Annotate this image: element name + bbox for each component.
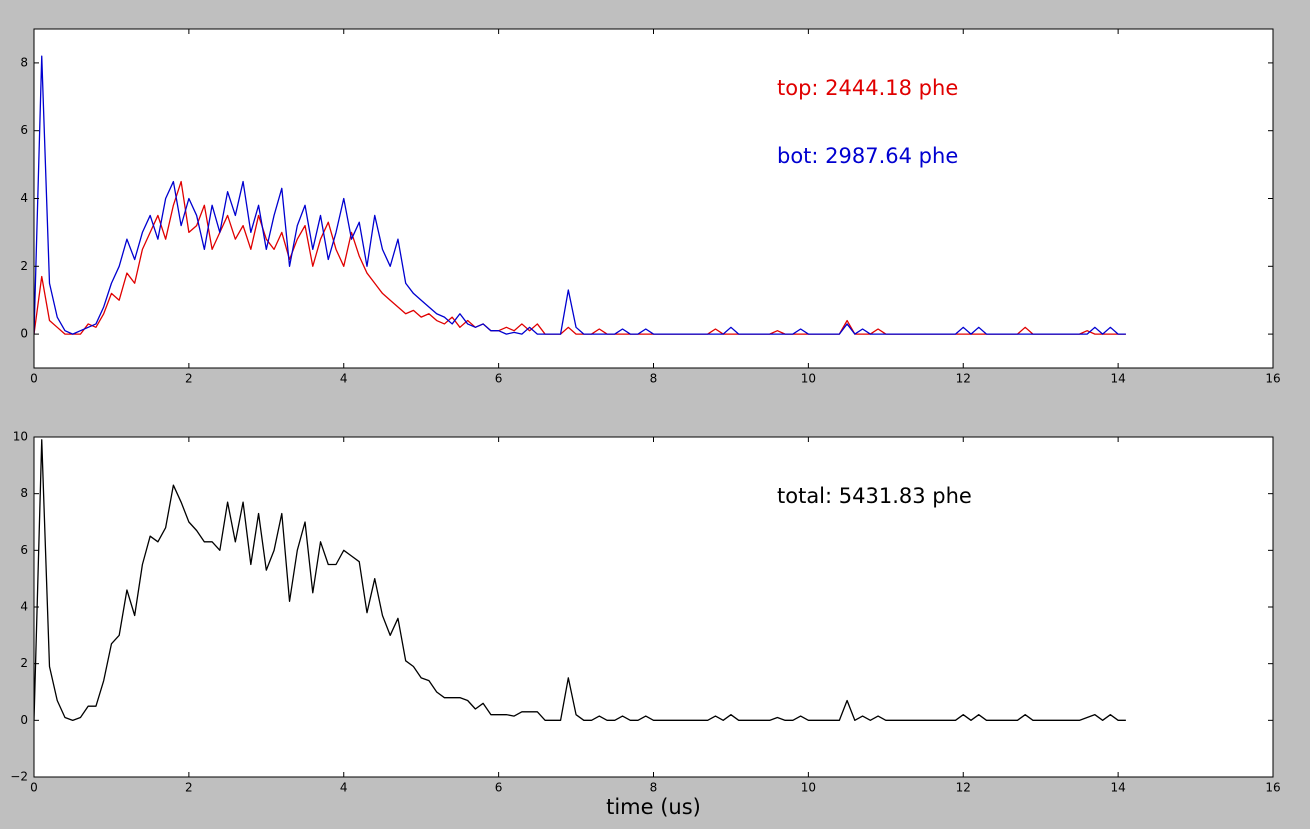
x-tick-label: 12: [956, 781, 971, 795]
x-tick-label: 0: [30, 372, 38, 386]
y-tick-label: 0: [20, 327, 28, 341]
plot-area: [34, 29, 1273, 368]
annotation: total: 5431.83 phe: [777, 484, 972, 508]
x-tick-label: 6: [495, 781, 503, 795]
y-tick-label: 8: [20, 486, 28, 500]
x-tick-label: 4: [340, 781, 348, 795]
series-line: [34, 439, 1126, 721]
annotation: bot: 2987.64 phe: [777, 144, 958, 168]
x-axis-label: time (us): [606, 795, 701, 819]
x-tick-label: 10: [801, 781, 816, 795]
series-line: [34, 55, 1126, 335]
plot-area: [34, 437, 1273, 777]
subplot: 0 2 4 6 8 10 12 14 16 0 2 4 6 8 top: 2444.18 phe bot: 2…: [20, 28, 1281, 386]
x-tick-label: 10: [801, 372, 816, 386]
y-tick-label: 6: [20, 543, 28, 557]
x-tick-label: 14: [1110, 781, 1125, 795]
y-tick-label: 4: [20, 191, 28, 205]
plot-frame: [33, 28, 1274, 369]
x-tick-label: 16: [1265, 372, 1280, 386]
y-tick-label: −2: [10, 770, 28, 784]
x-tick-label: 2: [185, 372, 193, 386]
y-tick-label: 6: [20, 123, 28, 137]
x-tick-label: 8: [650, 372, 658, 386]
x-tick-label: 0: [30, 781, 38, 795]
x-tick-label: 8: [650, 781, 658, 795]
x-tick-label: 14: [1110, 372, 1125, 386]
y-tick-label: 10: [13, 430, 28, 444]
y-tick-label: 4: [20, 600, 28, 614]
y-tick-label: 2: [20, 259, 28, 273]
x-tick-label: 6: [495, 372, 503, 386]
x-tick-label: 12: [956, 372, 971, 386]
annotation: top: 2444.18 phe: [777, 76, 958, 100]
x-tick-label: 4: [340, 372, 348, 386]
x-tick-label: 16: [1265, 781, 1280, 795]
y-tick-label: 2: [20, 656, 28, 670]
plot-frame: [33, 436, 1274, 778]
y-tick-label: 8: [20, 55, 28, 69]
x-tick-label: 2: [185, 781, 193, 795]
y-tick-label: 0: [20, 713, 28, 727]
